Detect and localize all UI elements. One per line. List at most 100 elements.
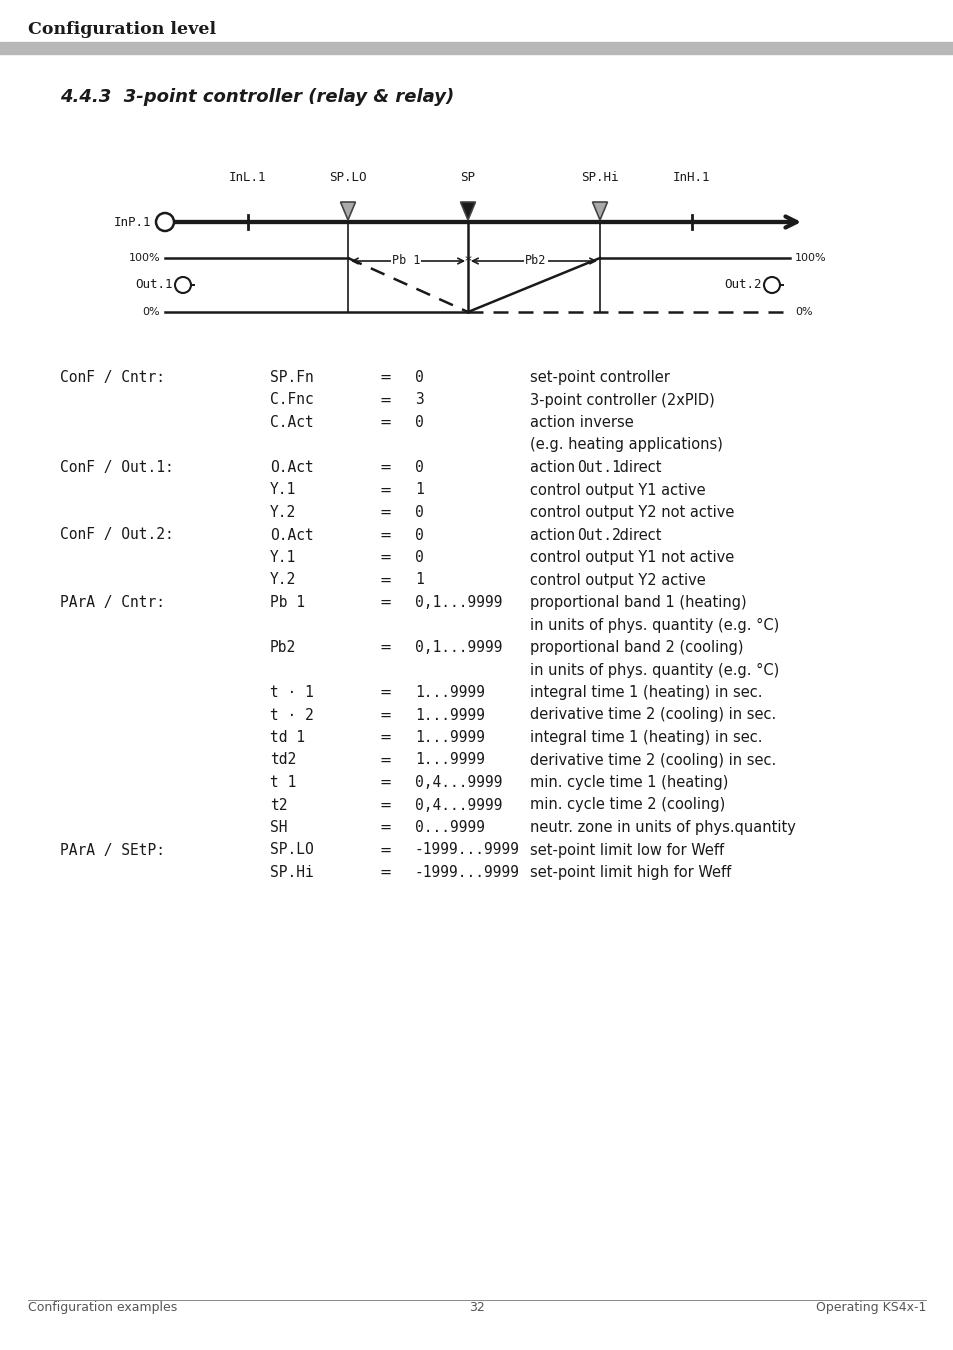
Circle shape: [763, 277, 780, 293]
Text: C.Fnc: C.Fnc: [270, 393, 314, 408]
Text: Pb 1: Pb 1: [392, 255, 420, 267]
Text: =: =: [379, 640, 392, 655]
Text: t 1: t 1: [270, 775, 296, 790]
Text: Y.1: Y.1: [270, 549, 296, 566]
Text: 3: 3: [415, 393, 423, 408]
Text: 0,4...9999: 0,4...9999: [415, 798, 502, 813]
Circle shape: [174, 277, 191, 293]
Text: 32: 32: [469, 1301, 484, 1314]
Text: neutr. zone in units of phys.quantity: neutr. zone in units of phys.quantity: [530, 819, 795, 836]
Text: derivative time 2 (cooling) in sec.: derivative time 2 (cooling) in sec.: [530, 752, 776, 768]
Text: O.Act: O.Act: [270, 528, 314, 543]
Text: ConF / Out.1:: ConF / Out.1:: [60, 460, 173, 475]
Text: 0: 0: [415, 370, 423, 385]
Text: =: =: [379, 707, 392, 722]
Text: =: =: [379, 482, 392, 498]
Text: direct: direct: [615, 460, 661, 475]
Text: Configuration level: Configuration level: [28, 22, 216, 38]
Text: action inverse: action inverse: [530, 414, 633, 431]
Text: td2: td2: [270, 752, 296, 768]
Text: in units of phys. quantity (e.g. °C): in units of phys. quantity (e.g. °C): [530, 663, 779, 678]
Text: 0: 0: [415, 460, 423, 475]
Text: O.Act: O.Act: [270, 460, 314, 475]
Text: =: =: [379, 865, 392, 880]
Text: =: =: [379, 549, 392, 566]
Text: PArA / SEtP:: PArA / SEtP:: [60, 842, 165, 857]
Text: 1: 1: [415, 572, 423, 587]
Text: =: =: [379, 393, 392, 408]
Text: =: =: [379, 798, 392, 813]
Text: SP.LO: SP.LO: [270, 842, 314, 857]
Text: 0,4...9999: 0,4...9999: [415, 775, 502, 790]
Text: =: =: [379, 460, 392, 475]
Text: 0,1...9999: 0,1...9999: [415, 640, 502, 655]
Text: 3-point controller (2xPID): 3-point controller (2xPID): [530, 393, 714, 408]
Text: 1...9999: 1...9999: [415, 707, 484, 722]
Text: 4.4.3  3-point controller (relay & relay): 4.4.3 3-point controller (relay & relay): [60, 88, 454, 107]
Text: C.Act: C.Act: [270, 414, 314, 431]
Text: 100%: 100%: [794, 252, 825, 263]
Text: integral time 1 (heating) in sec.: integral time 1 (heating) in sec.: [530, 684, 761, 701]
Text: PArA / Cntr:: PArA / Cntr:: [60, 595, 165, 610]
Text: Out.1: Out.1: [577, 460, 620, 475]
Text: derivative time 2 (cooling) in sec.: derivative time 2 (cooling) in sec.: [530, 707, 776, 722]
Text: 0%: 0%: [142, 306, 160, 317]
Text: SP: SP: [460, 171, 475, 184]
Text: action: action: [530, 528, 579, 543]
Text: t · 2: t · 2: [270, 707, 314, 722]
Text: 0...9999: 0...9999: [415, 819, 484, 836]
Text: min. cycle time 2 (cooling): min. cycle time 2 (cooling): [530, 798, 724, 813]
Text: =: =: [379, 819, 392, 836]
Text: min. cycle time 1 (heating): min. cycle time 1 (heating): [530, 775, 727, 790]
Text: =: =: [379, 730, 392, 745]
Text: =: =: [379, 752, 392, 768]
Text: control output Y2 not active: control output Y2 not active: [530, 505, 734, 520]
Text: proportional band 1 (heating): proportional band 1 (heating): [530, 595, 746, 610]
Text: set-point limit low for Weff: set-point limit low for Weff: [530, 842, 723, 857]
Text: proportional band 2 (cooling): proportional band 2 (cooling): [530, 640, 742, 655]
Text: (e.g. heating applications): (e.g. heating applications): [530, 437, 722, 452]
Text: 0: 0: [415, 528, 423, 543]
Text: InL.1: InL.1: [229, 171, 267, 184]
Text: 1...9999: 1...9999: [415, 684, 484, 701]
Text: set-point controller: set-point controller: [530, 370, 669, 385]
Text: SP.Hi: SP.Hi: [580, 171, 618, 184]
Text: control output Y2 active: control output Y2 active: [530, 572, 705, 587]
Text: =: =: [379, 775, 392, 790]
Text: =: =: [379, 370, 392, 385]
Text: =: =: [379, 528, 392, 543]
Text: Out.2: Out.2: [723, 278, 761, 292]
Text: =: =: [379, 842, 392, 857]
Text: control output Y1 active: control output Y1 active: [530, 482, 705, 498]
Text: in units of phys. quantity (e.g. °C): in units of phys. quantity (e.g. °C): [530, 617, 779, 633]
Text: InH.1: InH.1: [673, 171, 710, 184]
Text: =: =: [379, 684, 392, 701]
Text: 0%: 0%: [794, 306, 812, 317]
Text: 1...9999: 1...9999: [415, 752, 484, 768]
Text: t2: t2: [270, 798, 287, 813]
Text: Y.2: Y.2: [270, 505, 296, 520]
Text: SP.Hi: SP.Hi: [270, 865, 314, 880]
Text: integral time 1 (heating) in sec.: integral time 1 (heating) in sec.: [530, 730, 761, 745]
Text: 0: 0: [415, 505, 423, 520]
Polygon shape: [592, 202, 607, 220]
Text: set-point limit high for Weff: set-point limit high for Weff: [530, 865, 731, 880]
Bar: [0, 42, 953, 54]
Text: action: action: [530, 460, 579, 475]
Text: Pb 1: Pb 1: [270, 595, 305, 610]
Text: Pb2: Pb2: [525, 255, 546, 267]
Polygon shape: [460, 202, 475, 220]
Text: 1...9999: 1...9999: [415, 730, 484, 745]
Text: t · 1: t · 1: [270, 684, 314, 701]
Text: ConF / Cntr:: ConF / Cntr:: [60, 370, 165, 385]
Text: =: =: [379, 505, 392, 520]
Text: 0,1...9999: 0,1...9999: [415, 595, 502, 610]
Text: ConF / Out.2:: ConF / Out.2:: [60, 528, 173, 543]
Text: Out.1: Out.1: [135, 278, 172, 292]
Text: SH: SH: [270, 819, 287, 836]
Text: Pb2: Pb2: [270, 640, 296, 655]
Text: 100%: 100%: [129, 252, 160, 263]
Text: td 1: td 1: [270, 730, 305, 745]
Text: =: =: [379, 595, 392, 610]
Text: *: *: [464, 254, 471, 269]
